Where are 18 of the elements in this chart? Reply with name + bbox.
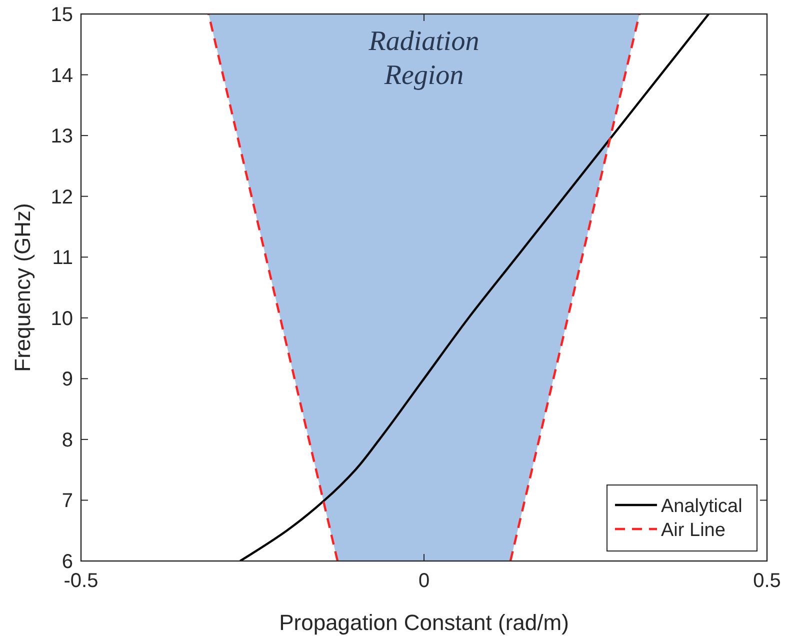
y-tick-label: 8 (62, 429, 73, 452)
y-tick-label: 7 (62, 490, 73, 512)
y-tick-label: 10 (50, 308, 73, 330)
legend-label: Analytical (661, 496, 742, 517)
y-tick-label: 12 (50, 186, 73, 208)
x-tick-label: -0.5 (64, 570, 98, 592)
y-tick-label: 6 (62, 551, 73, 573)
x-tick-label: 0 (418, 570, 430, 592)
legend-label: Air Line (661, 520, 726, 541)
y-tick-label: 14 (50, 64, 73, 87)
y-tick-label: 9 (62, 368, 73, 391)
y-tick-label: 15 (50, 4, 73, 26)
y-tick-label: 13 (50, 126, 73, 148)
y-axis-title: Frequency (GHz) (10, 203, 35, 372)
annotation: Radiation Region (368, 26, 480, 91)
x-tick-label: 0.5 (753, 570, 781, 592)
x-axis-title: Propagation Constant (rad/m) (279, 610, 569, 635)
y-tick-label: 11 (52, 247, 73, 270)
